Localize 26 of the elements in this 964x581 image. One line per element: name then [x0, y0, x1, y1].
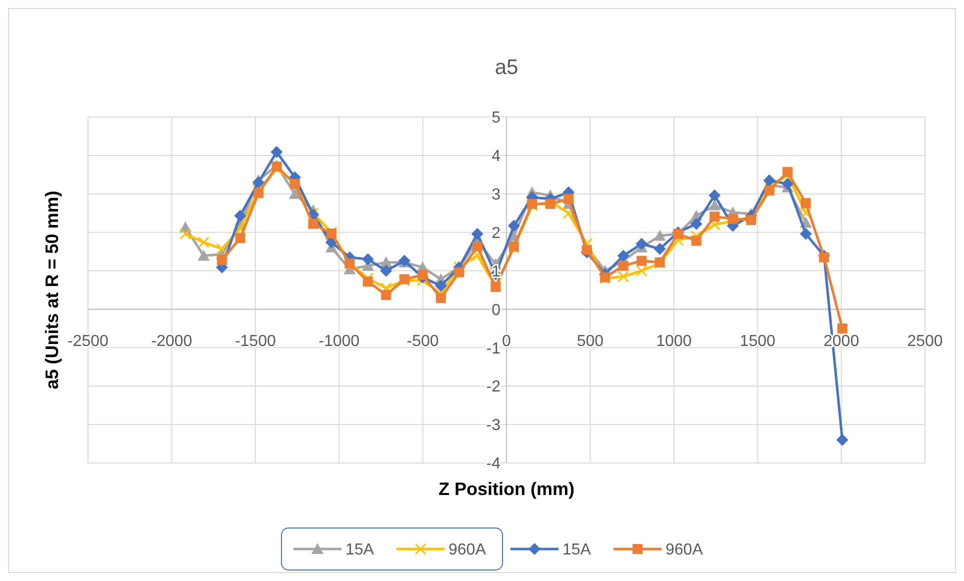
x-tick-label: 1500: [740, 333, 776, 350]
x-tick-label: -500: [406, 333, 439, 350]
y-tick-label: 0: [492, 302, 501, 319]
y-tick-label: 3: [492, 186, 501, 204]
x-tick-label: -1000: [318, 333, 360, 350]
y-tick-label: -3: [486, 417, 501, 434]
chart-title: a5: [494, 56, 518, 79]
y-axis-title: a5 (Units at R = 50 mm): [42, 190, 62, 390]
legend-label: 960A: [666, 542, 704, 559]
y-tick-label: -1: [486, 340, 501, 358]
legend-label: 960A: [448, 542, 486, 559]
x-tick-label: -2000: [151, 333, 192, 350]
x-tick-label: 2500: [907, 333, 943, 350]
y-tick-label: -4: [486, 456, 501, 473]
x-tick-label: -2500: [68, 333, 109, 350]
x-axis-title: Z Position (mm): [438, 479, 574, 499]
y-tick-label: 1: [492, 263, 501, 280]
y-tick-label: 5: [492, 110, 501, 127]
x-tick-label: 1000: [656, 333, 692, 350]
x-tick-label: 500: [576, 333, 604, 350]
x-tick-label: -1500: [234, 333, 276, 350]
y-tick-label: -2: [486, 378, 501, 396]
legend-label: 15A: [562, 542, 592, 559]
y-tick-label: 4: [492, 148, 501, 166]
y-tick-label: 2: [492, 224, 501, 242]
legend-label: 15A: [346, 542, 374, 559]
